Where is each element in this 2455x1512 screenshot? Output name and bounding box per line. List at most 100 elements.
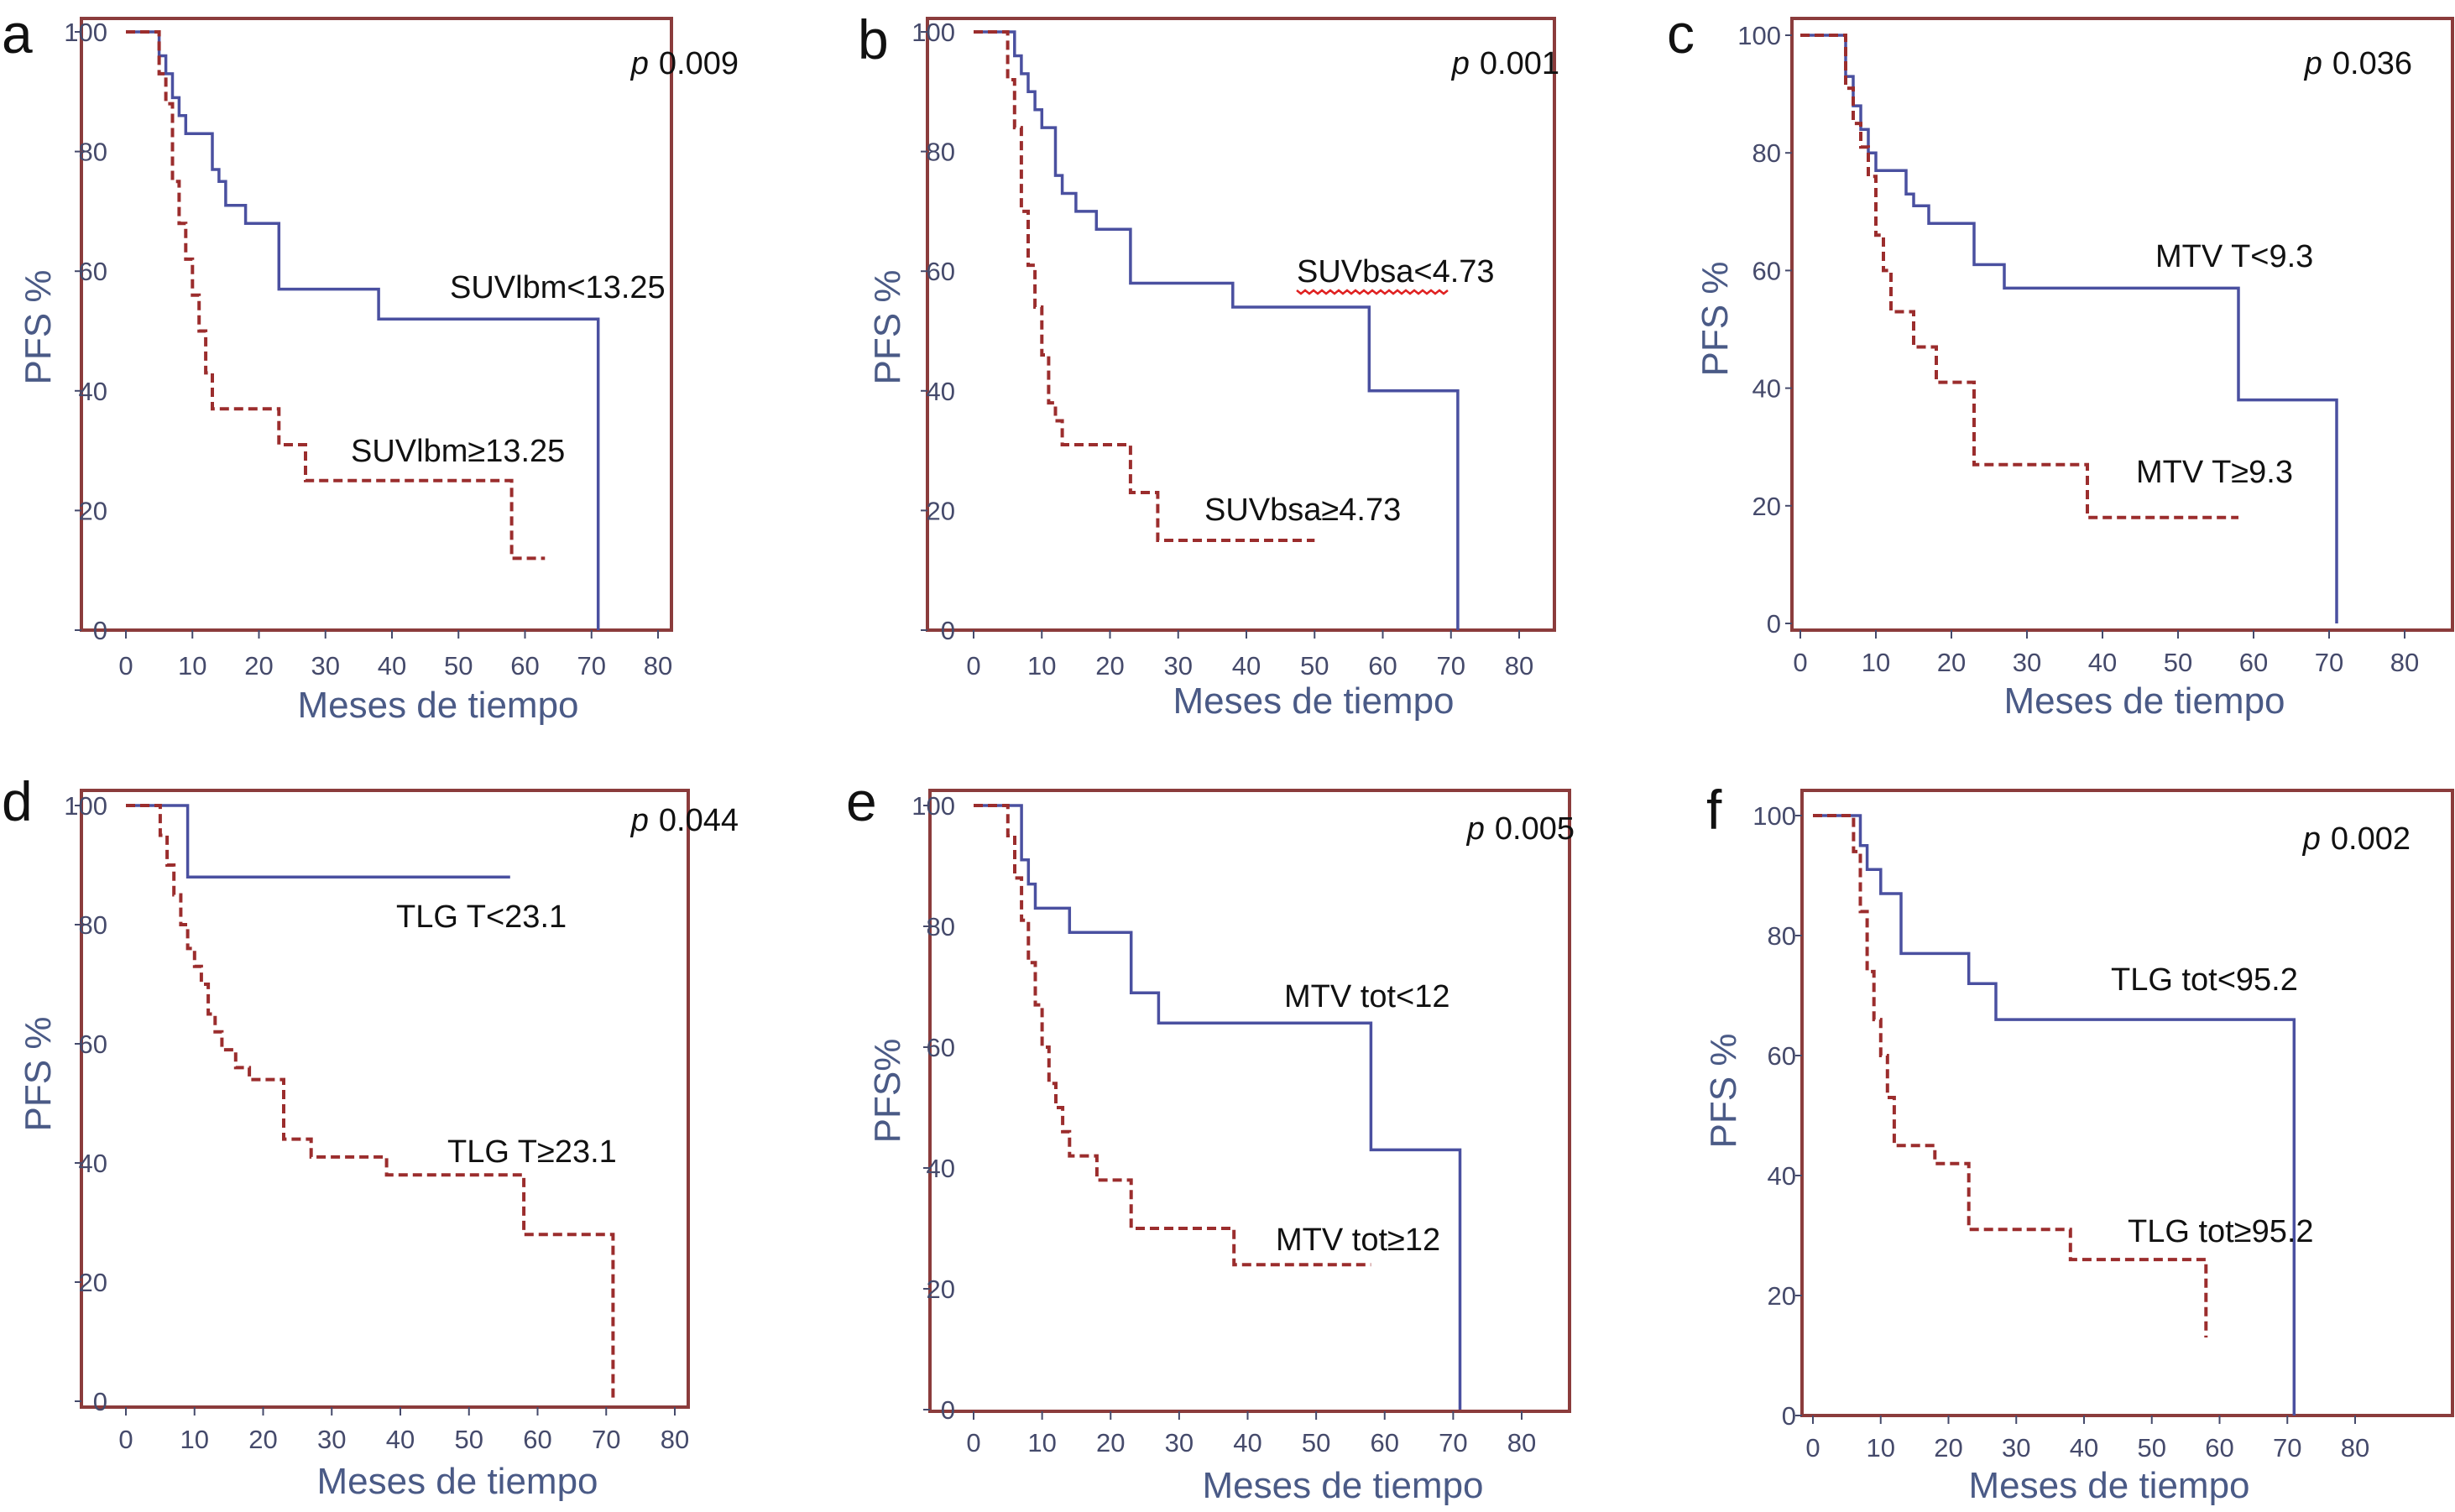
plot-frame <box>80 17 673 632</box>
x-tick-label: 20 <box>248 1425 277 1454</box>
x-tick-label: 20 <box>1937 648 1966 677</box>
x-tick-label: 10 <box>1027 651 1056 680</box>
x-tick-label: 0 <box>1793 648 1807 677</box>
x-tick-label: 20 <box>1095 651 1124 680</box>
p-value-prefix: p <box>630 803 649 838</box>
x-tick-label: 70 <box>2273 1433 2301 1462</box>
x-tick-label: 10 <box>1027 1428 1056 1457</box>
y-tick-label: 20 <box>1752 492 1781 521</box>
y-tick-label: 40 <box>79 1149 107 1178</box>
y-tick-label: 0 <box>93 616 107 645</box>
y-tick-label: 100 <box>1737 21 1781 50</box>
y-tick-label: 60 <box>79 1030 107 1059</box>
x-tick-label: 80 <box>1507 1428 1536 1457</box>
plot-frame <box>80 789 690 1409</box>
x-tick-label: 50 <box>2164 648 2192 677</box>
x-tick-label: 80 <box>1505 651 1533 680</box>
y-axis-label: PFS % <box>1703 1034 1744 1149</box>
x-tick-label: 50 <box>1302 1428 1330 1457</box>
x-tick-label: 60 <box>1368 651 1397 680</box>
x-tick-label: 20 <box>1934 1433 1962 1462</box>
x-tick-label: 40 <box>386 1425 415 1454</box>
x-tick-label: 0 <box>118 651 133 680</box>
x-axis-label: Meses de tiempo <box>2003 680 2285 722</box>
solid-survival-curve <box>1800 34 2338 623</box>
p-value: p 0.005 <box>1466 811 1575 847</box>
p-value: p 0.044 <box>630 803 739 838</box>
x-tick-label: 70 <box>1439 1428 1467 1457</box>
x-tick-label: 70 <box>2315 648 2343 677</box>
y-tick-label: 100 <box>64 791 107 821</box>
series-label: SUVlbm<13.25 <box>450 270 666 305</box>
p-value-number: 0.036 <box>2332 46 2412 81</box>
y-tick-label: 60 <box>927 1033 955 1062</box>
y-axis-label: PFS % <box>18 1017 59 1132</box>
x-tick-label: 70 <box>1437 651 1465 680</box>
p-value-number: 0.009 <box>659 46 739 81</box>
series-label: MTV T≥9.3 <box>2136 455 2293 490</box>
y-axis-label: PFS % <box>18 270 59 385</box>
plot-frame <box>926 17 1556 632</box>
x-tick-label: 30 <box>2013 648 2041 677</box>
y-tick-label: 40 <box>927 377 955 406</box>
series-label: SUVbsa<4.73 <box>1297 254 1495 289</box>
plot-frame <box>928 789 1571 1413</box>
x-tick-label: 40 <box>1233 1428 1261 1457</box>
p-value: p 0.002 <box>2302 821 2411 857</box>
p-value: p 0.036 <box>2304 46 2412 81</box>
series-label: MTV T<9.3 <box>2155 239 2313 274</box>
y-tick-label: 20 <box>927 496 955 525</box>
panel-letter: b <box>858 8 889 70</box>
y-axis-label: PFS% <box>867 1039 908 1144</box>
y-tick-label: 80 <box>1768 921 1796 951</box>
y-tick-label: 20 <box>1768 1281 1796 1311</box>
x-tick-label: 60 <box>2205 1433 2233 1462</box>
spellcheck-underline <box>1296 289 1449 295</box>
solid-survival-curve <box>1813 814 2296 1416</box>
series-label: MTV tot≥12 <box>1276 1223 1440 1258</box>
panel-letter: a <box>2 3 33 65</box>
panel-letter: f <box>1706 779 1722 841</box>
x-axis-label: Meses de tiempo <box>1968 1465 2249 1506</box>
x-tick-label: 30 <box>1165 1428 1194 1457</box>
p-value-prefix: p <box>630 46 649 81</box>
y-tick-label: 0 <box>941 1395 955 1425</box>
p-value-prefix: p <box>1466 811 1485 847</box>
x-tick-label: 70 <box>577 651 606 680</box>
x-tick-label: 50 <box>444 651 473 680</box>
x-tick-label: 40 <box>2070 1433 2098 1462</box>
dashed-survival-curve <box>974 804 1371 1267</box>
y-tick-label: 100 <box>911 18 955 47</box>
p-value-prefix: p <box>2302 821 2321 857</box>
solid-survival-curve <box>126 30 600 630</box>
x-tick-label: 80 <box>661 1425 689 1454</box>
x-tick-label: 60 <box>1371 1428 1399 1457</box>
p-value-number: 0.044 <box>659 803 739 838</box>
x-tick-label: 80 <box>2341 1433 2369 1462</box>
dashed-survival-curve <box>126 30 546 560</box>
x-tick-label: 70 <box>592 1425 620 1454</box>
y-tick-label: 80 <box>1752 138 1781 168</box>
x-tick-label: 40 <box>2088 648 2117 677</box>
x-tick-label: 60 <box>523 1425 551 1454</box>
y-axis-label: PFS % <box>867 270 908 385</box>
x-axis-label: Meses de tiempo <box>1202 1465 1483 1506</box>
x-axis-label: Meses de tiempo <box>316 1461 598 1502</box>
series-label: TLG T≥23.1 <box>447 1134 617 1170</box>
y-tick-label: 0 <box>1782 1401 1796 1431</box>
y-tick-label: 80 <box>79 910 107 940</box>
y-tick-label: 60 <box>927 257 955 286</box>
x-tick-label: 80 <box>2390 648 2419 677</box>
series-label: MTV tot<12 <box>1284 979 1449 1014</box>
x-tick-label: 40 <box>378 651 406 680</box>
series-label: TLG T<23.1 <box>396 899 567 935</box>
y-tick-label: 60 <box>1768 1041 1796 1071</box>
solid-survival-curve <box>974 804 1462 1410</box>
panel-d: d p 0.044 0 10 20 30 40 50 60 70 80 0 20 40 60 80 100 Mese… <box>2 770 739 1502</box>
y-tick-label: 40 <box>1768 1161 1796 1191</box>
y-tick-label: 0 <box>93 1387 107 1416</box>
y-tick-label: 40 <box>79 377 107 406</box>
x-tick-label: 50 <box>455 1425 483 1454</box>
solid-survival-curve <box>974 30 1460 630</box>
